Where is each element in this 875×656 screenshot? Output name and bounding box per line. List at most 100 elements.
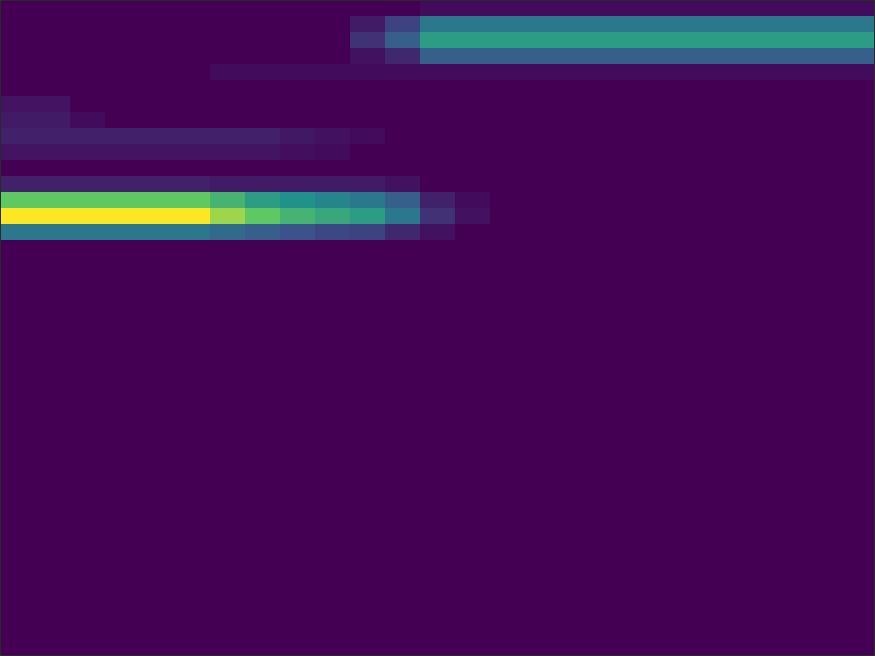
cell [700, 160, 736, 177]
cell [630, 160, 666, 177]
cell [105, 336, 141, 353]
cell [315, 640, 351, 656]
cell [455, 448, 491, 465]
cell [665, 80, 701, 97]
cell [140, 512, 176, 529]
cell [560, 624, 596, 641]
cell [105, 464, 141, 481]
cell [735, 208, 771, 225]
cell [35, 496, 71, 513]
cell [35, 160, 71, 177]
cell [70, 96, 106, 113]
cell [700, 528, 736, 545]
cell [420, 96, 456, 113]
cell [245, 448, 281, 465]
cell [35, 544, 71, 561]
cell [350, 128, 386, 145]
cell [805, 32, 841, 49]
cell [245, 48, 281, 65]
cell [700, 128, 736, 145]
cell [665, 208, 701, 225]
cell [315, 528, 351, 545]
cell [665, 336, 701, 353]
cell [315, 368, 351, 385]
cell [140, 80, 176, 97]
cell [350, 640, 386, 656]
cell [105, 80, 141, 97]
cell [525, 192, 561, 209]
cell [210, 384, 246, 401]
cell [560, 0, 596, 17]
cell [525, 272, 561, 289]
cell [490, 352, 526, 369]
cell [560, 352, 596, 369]
cell [805, 0, 841, 17]
cell [560, 176, 596, 193]
cell [770, 64, 806, 81]
cell [0, 592, 36, 609]
cell [175, 432, 211, 449]
cell [840, 304, 875, 321]
cell [525, 432, 561, 449]
cell [385, 176, 421, 193]
cell [735, 624, 771, 641]
cell [630, 384, 666, 401]
cell [560, 96, 596, 113]
cell [490, 528, 526, 545]
cell [70, 464, 106, 481]
cell [665, 96, 701, 113]
cell [665, 112, 701, 129]
cell [210, 224, 246, 241]
cell [805, 384, 841, 401]
cell [280, 256, 316, 273]
cell [595, 512, 631, 529]
cell [350, 256, 386, 273]
cell [770, 96, 806, 113]
cell [770, 32, 806, 49]
cell [35, 576, 71, 593]
cell [350, 400, 386, 417]
cell [315, 464, 351, 481]
cell [595, 400, 631, 417]
cell [350, 240, 386, 257]
cell [735, 160, 771, 177]
cell [0, 64, 36, 81]
cell [455, 624, 491, 641]
cell [490, 496, 526, 513]
cell [840, 352, 875, 369]
cell [735, 304, 771, 321]
cell [490, 432, 526, 449]
cell [560, 80, 596, 97]
cell [70, 272, 106, 289]
cell [280, 128, 316, 145]
cell [0, 576, 36, 593]
cell [595, 112, 631, 129]
cell [595, 560, 631, 577]
cell [280, 496, 316, 513]
cell [0, 32, 36, 49]
cell [70, 128, 106, 145]
cell [735, 128, 771, 145]
cell [665, 320, 701, 337]
cell [630, 112, 666, 129]
cell [630, 96, 666, 113]
cell [280, 176, 316, 193]
cell [175, 496, 211, 513]
cell [280, 80, 316, 97]
cell [0, 560, 36, 577]
cell [385, 112, 421, 129]
cell [315, 208, 351, 225]
cell [210, 336, 246, 353]
cell [385, 64, 421, 81]
cell [455, 464, 491, 481]
cell [350, 32, 386, 49]
cell [700, 224, 736, 241]
cell [840, 320, 875, 337]
cell [140, 160, 176, 177]
cell [105, 256, 141, 273]
cell [210, 432, 246, 449]
cell [700, 384, 736, 401]
cell [175, 640, 211, 656]
cell [840, 528, 875, 545]
cell [805, 368, 841, 385]
